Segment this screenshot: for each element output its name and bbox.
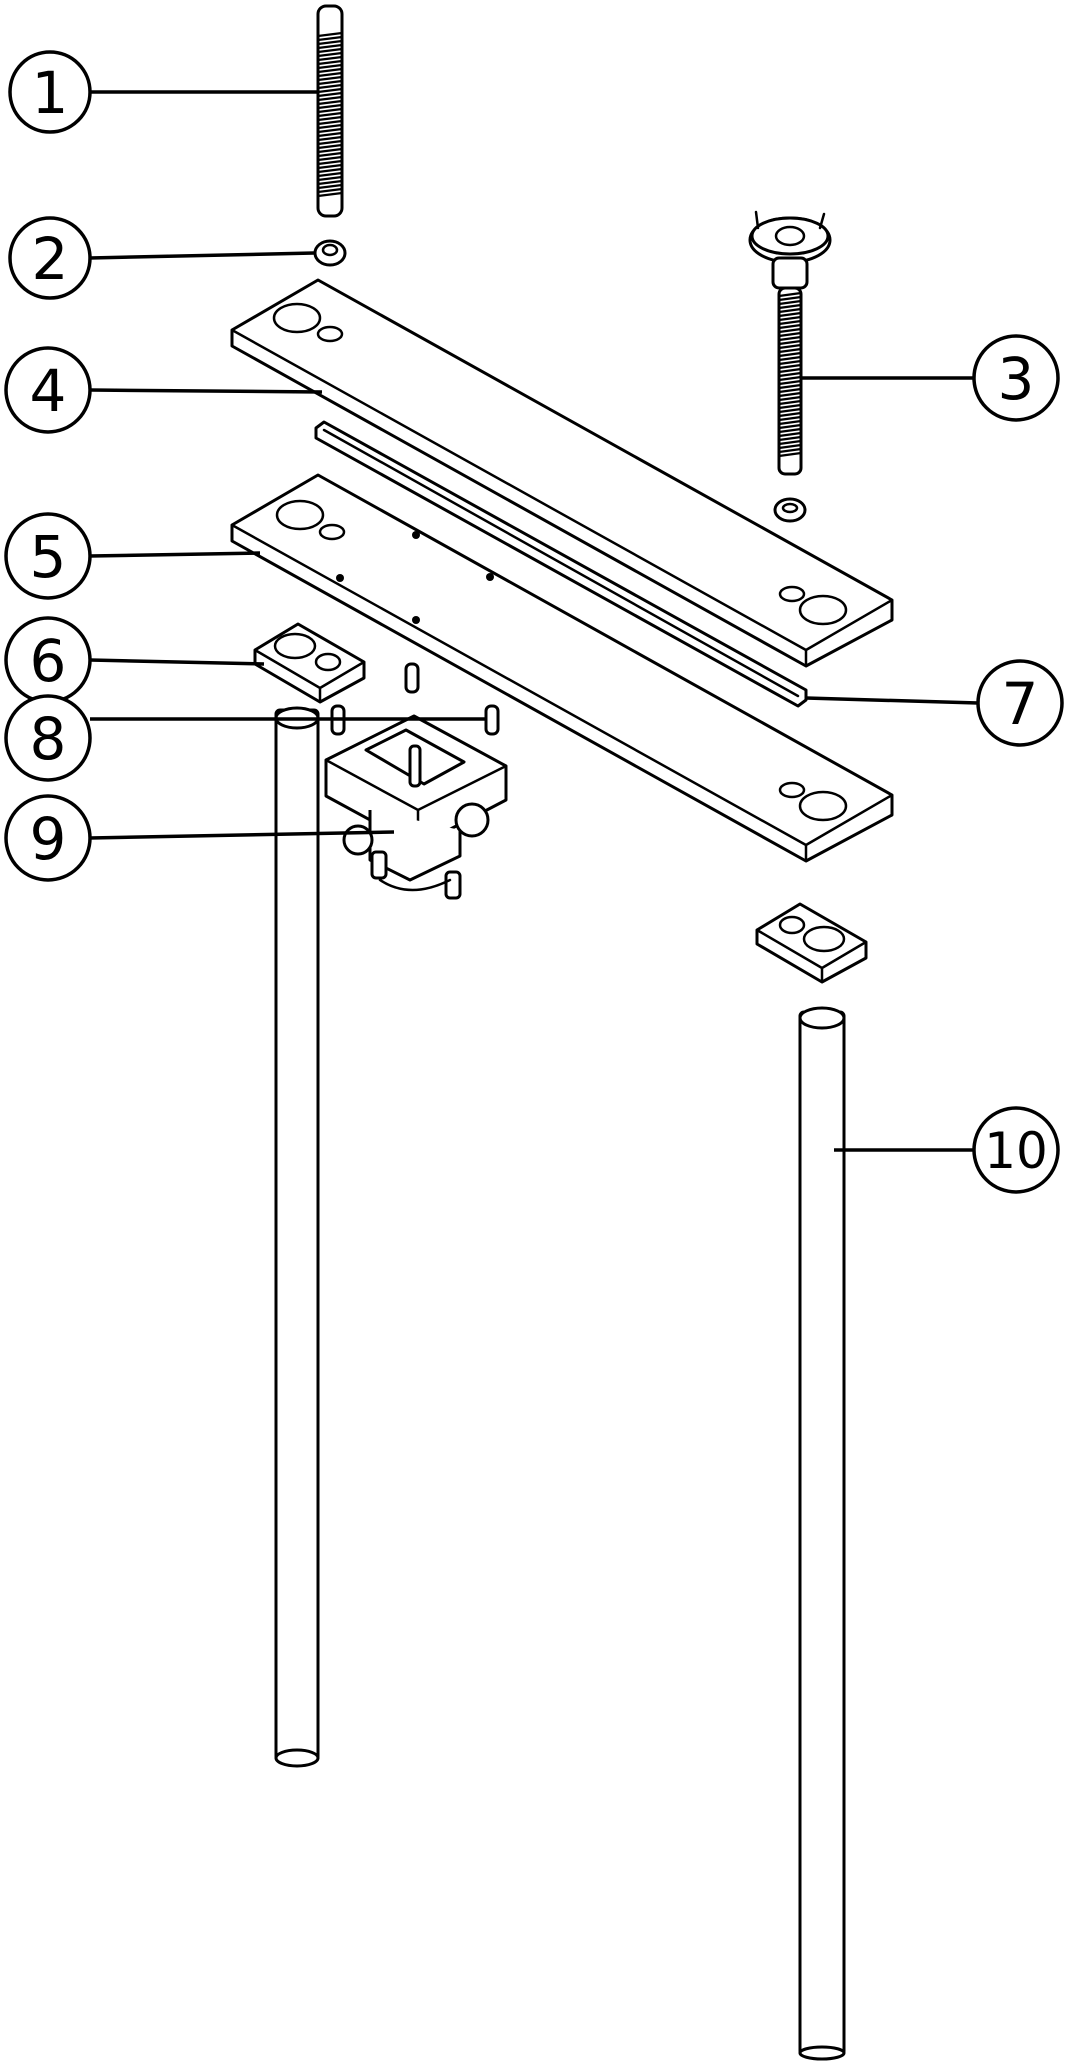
callout-4-label: 4 bbox=[30, 357, 67, 425]
callout-6-label: 6 bbox=[30, 627, 67, 695]
callout-1-label: 1 bbox=[32, 59, 69, 127]
callout-8-label: 8 bbox=[30, 705, 67, 773]
block-right bbox=[755, 902, 868, 984]
callout-7-label: 7 bbox=[1002, 670, 1039, 738]
block-part-6 bbox=[253, 622, 366, 704]
top-plate-part-4 bbox=[230, 278, 894, 668]
callout-9: 9 bbox=[4, 794, 92, 882]
guide-rail-part-7 bbox=[314, 420, 808, 708]
callout-6: 6 bbox=[4, 616, 92, 704]
knob-bolt-part-3 bbox=[748, 210, 832, 523]
callout-10-label: 10 bbox=[984, 1122, 1048, 1180]
carriage-block-part-9 bbox=[324, 714, 508, 900]
nut-part-2 bbox=[313, 239, 347, 267]
lower-plate-part-5 bbox=[230, 473, 894, 863]
callout-5: 5 bbox=[4, 512, 92, 600]
callout-2: 2 bbox=[8, 216, 92, 300]
support-rod-part-10 bbox=[798, 1006, 846, 2061]
callout-2-label: 2 bbox=[32, 225, 69, 293]
support-rod-left bbox=[274, 706, 320, 1768]
threaded-rod-part-1 bbox=[316, 4, 344, 218]
callout-3-label: 3 bbox=[998, 345, 1035, 413]
callout-8: 8 bbox=[4, 694, 92, 782]
callout-3: 3 bbox=[972, 334, 1060, 422]
callout-7: 7 bbox=[976, 659, 1064, 747]
callout-9-label: 9 bbox=[30, 805, 67, 873]
callout-4: 4 bbox=[4, 346, 92, 434]
callout-10: 10 bbox=[972, 1106, 1060, 1194]
leader-lines bbox=[89, 90, 979, 1152]
callout-1: 1 bbox=[8, 50, 92, 134]
callout-5-label: 5 bbox=[30, 523, 67, 591]
